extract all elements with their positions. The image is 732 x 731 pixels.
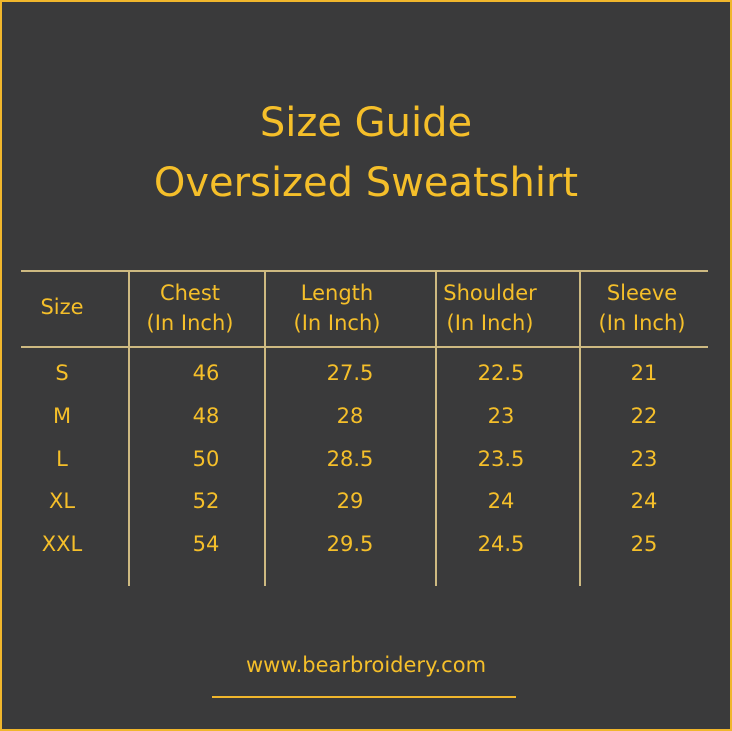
column-divider: [579, 271, 581, 586]
column-header: (In Inch): [293, 311, 381, 335]
table-cell: 25: [630, 532, 658, 556]
table-cell: XL: [48, 489, 76, 513]
table-cell: 22.5: [477, 361, 525, 385]
column-divider: [435, 271, 437, 586]
column-header: Sleeve: [606, 281, 678, 305]
table-cell: 23: [630, 447, 658, 471]
table-cell: 48: [192, 404, 220, 428]
column-header: (In Inch): [146, 311, 234, 335]
table-cell: 23.5: [477, 447, 525, 471]
column-divider: [264, 271, 266, 586]
table-cell: 23: [487, 404, 515, 428]
table-cell: 24: [630, 489, 658, 513]
table-cell: 46: [192, 361, 220, 385]
website-link[interactable]: www.bearbroidery.com: [245, 653, 487, 677]
table-cell: 50: [192, 447, 220, 471]
header-rule: [21, 346, 708, 348]
column-header: (In Inch): [598, 311, 686, 335]
table-cell: 29.5: [326, 532, 374, 556]
table-cell: 28: [336, 404, 364, 428]
table-cell: 29: [336, 489, 364, 513]
column-header: Size: [40, 295, 84, 319]
table-cell: 22: [630, 404, 658, 428]
table-cell: 24: [487, 489, 515, 513]
column-header: (In Inch): [446, 311, 534, 335]
table-cell: 21: [630, 361, 658, 385]
column-header: Chest: [159, 281, 221, 305]
column-header: Shoulder: [443, 281, 537, 305]
column-divider: [128, 271, 130, 586]
table-cell: L: [56, 447, 68, 471]
table-cell: 54: [192, 532, 220, 556]
table-cell: S: [55, 361, 69, 385]
subtitle: Oversized Sweatshirt: [153, 160, 579, 206]
table-top-rule: [21, 270, 708, 272]
column-header: Length: [300, 281, 374, 305]
table-cell: 24.5: [477, 532, 525, 556]
footer-underline: [212, 696, 516, 698]
table-cell: M: [52, 404, 72, 428]
title: Size Guide: [259, 100, 473, 146]
table-cell: 27.5: [326, 361, 374, 385]
table-cell: 52: [192, 489, 220, 513]
table-cell: 28.5: [326, 447, 374, 471]
table-cell: XXL: [41, 532, 83, 556]
